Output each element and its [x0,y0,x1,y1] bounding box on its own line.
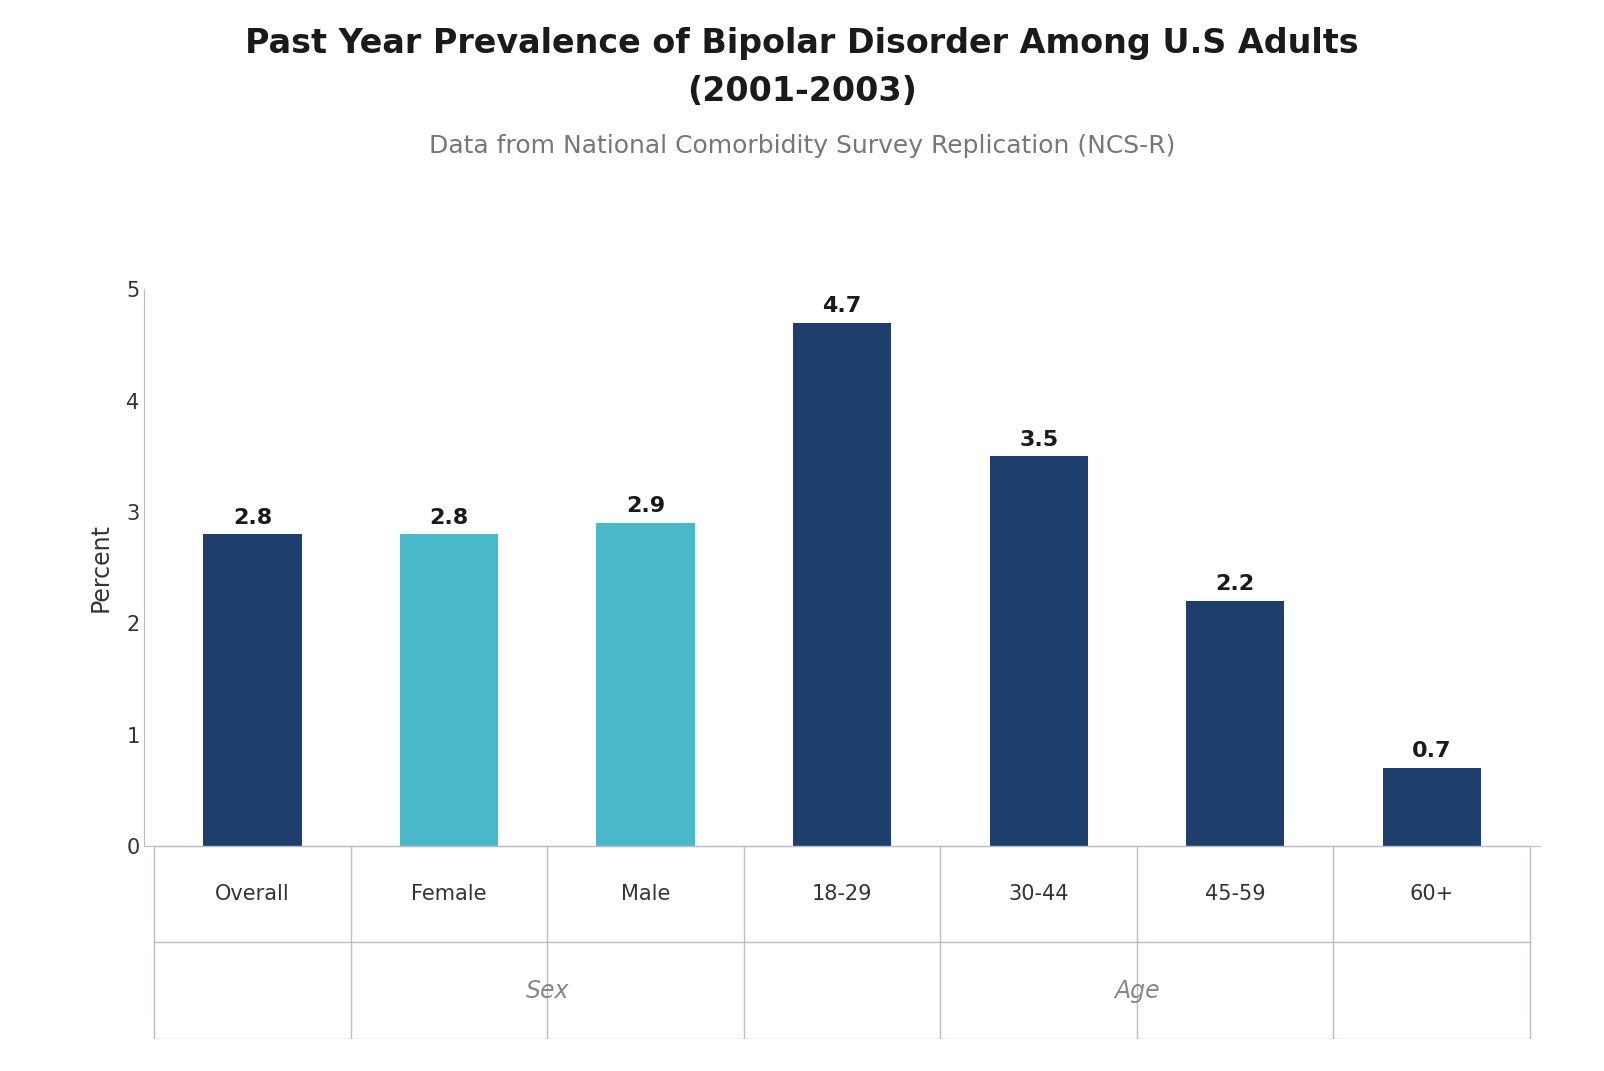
Text: 0.7: 0.7 [1412,741,1452,761]
Bar [1383,768,1480,846]
Text: Male: Male [621,885,670,904]
Text: 45-59: 45-59 [1205,885,1266,904]
Text: 30-44: 30-44 [1009,885,1068,904]
Text: 2.8: 2.8 [430,508,468,528]
Text: 3.5: 3.5 [1019,429,1059,450]
Text: Overall: Overall [215,885,290,904]
Text: 4.7: 4.7 [823,296,861,316]
Y-axis label: Percent: Percent [88,523,112,613]
Text: 18-29: 18-29 [812,885,873,904]
Text: Sex: Sex [526,979,569,1002]
Bar [204,534,302,846]
Bar [1185,601,1285,846]
Text: Past Year Prevalence of Bipolar Disorder Among U.S Adults: Past Year Prevalence of Bipolar Disorder… [245,27,1359,60]
Bar [597,523,695,846]
Text: 2.9: 2.9 [626,496,666,516]
Bar [792,322,892,846]
Text: Data from National Comorbidity Survey Replication (NCS-R): Data from National Comorbidity Survey Re… [428,134,1176,157]
Bar [990,456,1088,846]
Text: 60+: 60+ [1410,885,1453,904]
Text: Age: Age [1115,979,1160,1002]
Text: 2.8: 2.8 [233,508,273,528]
Text: (2001-2003): (2001-2003) [687,75,917,108]
Text: 2.2: 2.2 [1216,574,1254,594]
Text: Female: Female [411,885,486,904]
Bar [399,534,499,846]
